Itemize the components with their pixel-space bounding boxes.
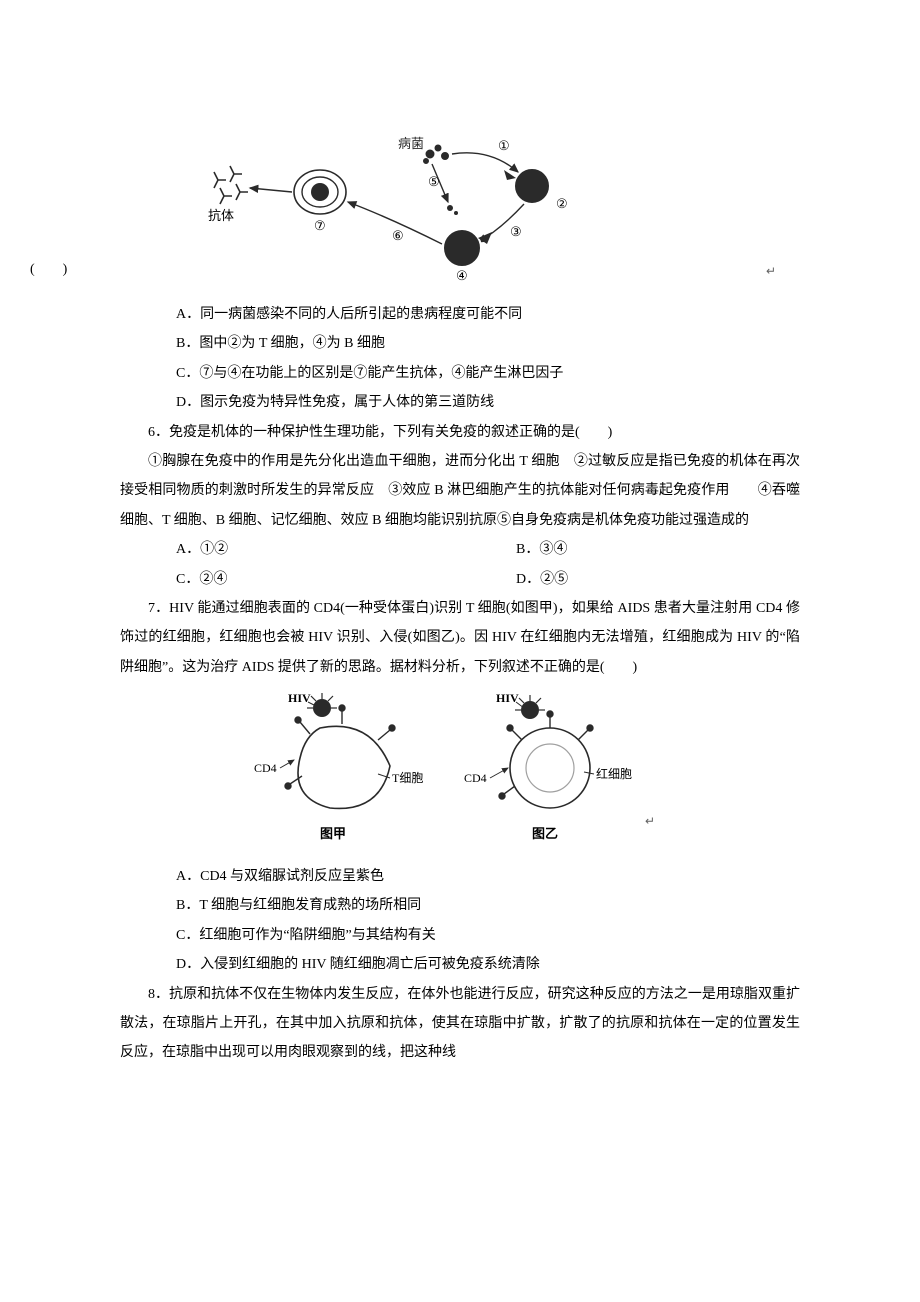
q8-stem: 8．抗原和抗体不仅在生物体内发生反应，在体外也能进行反应，研究这种反应的方法之一… — [120, 980, 800, 1068]
q5-figure-wrap: 病菌 ① ② ③ ⑤ — [120, 130, 800, 290]
document-page: 病菌 ① ② ③ ⑤ — [0, 0, 920, 1128]
q6-body: ①胸腺在免疫中的作用是先分化出造血干细胞，进而分化出 T 细胞 ②过敏反应是指已… — [120, 447, 800, 535]
label-6: ⑥ — [392, 228, 404, 243]
q7-figure: HIV CD4 T细胞 图甲 — [250, 688, 650, 848]
q5-figure: 病菌 ① ② ③ ⑤ — [180, 130, 610, 285]
label-4: ④ — [456, 268, 468, 283]
q7-figure-wrap: HIV CD4 T细胞 图甲 — [120, 688, 800, 858]
label-2: ② — [556, 196, 568, 211]
q5-opt-a: A．同一病菌感染不同的人后所引起的患病程度可能不同 — [120, 300, 800, 329]
q7-opt-d: D．入侵到红细胞的 HIV 随红细胞凋亡后可被免疫系统清除 — [120, 950, 800, 979]
q5-opt-d: D．图示免疫为特异性免疫，属于人体的第三道防线 — [120, 388, 800, 417]
q5-opt-b: B．图中②为 T 细胞，④为 B 细胞 — [120, 329, 800, 358]
bacteria-cluster — [424, 145, 449, 164]
label-1: ① — [498, 138, 510, 153]
cell-7 — [294, 170, 346, 214]
label-cd4-2: CD4 — [464, 771, 487, 785]
label-3: ③ — [510, 224, 522, 239]
label-cd4-1: CD4 — [254, 761, 277, 775]
enter-mark-1: ↵ — [766, 259, 776, 284]
cell-2 — [504, 168, 550, 204]
fig-jia: HIV CD4 T细胞 图甲 — [254, 691, 423, 841]
label-tcell: T细胞 — [392, 771, 423, 785]
q5-opt-c: C．⑦与④在功能上的区别是⑦能产生抗体，④能产生淋巴因子 — [120, 359, 800, 388]
label-tuyi: 图乙 — [532, 826, 558, 841]
label-7: ⑦ — [314, 218, 326, 233]
enter-mark-2: ↵ — [645, 809, 655, 834]
q5-paren: ( ) — [30, 255, 67, 284]
cell-4 — [443, 229, 492, 267]
q7-opt-b: B．T 细胞与红细胞发育成熟的场所相同 — [120, 891, 800, 920]
q7-opt-a: A．CD4 与双缩脲试剂反应呈紫色 — [120, 862, 800, 891]
label-5: ⑤ — [428, 174, 440, 189]
q6-stem: 6．免疫是机体的一种保护性生理功能，下列有关免疫的叙述正确的是( ) — [120, 418, 800, 447]
label-tujia: 图甲 — [320, 826, 346, 841]
q7-opt-c: C．红细胞可作为“陷阱细胞”与其结构有关 — [120, 921, 800, 950]
antibody-cluster — [214, 166, 248, 204]
label-rbc: 红细胞 — [596, 766, 632, 781]
label-hiv-2: HIV — [496, 691, 519, 705]
q7-stem: 7．HIV 能通过细胞表面的 CD4(一种受体蛋白)识别 T 细胞(如图甲)，如… — [120, 594, 800, 682]
q6-opt-a: A．①② — [120, 535, 460, 564]
q6-opt-d: D．②⑤ — [460, 565, 800, 594]
q6-opt-c: C．②④ — [120, 565, 460, 594]
q6-opt-b: B．③④ — [460, 535, 800, 564]
label-bingjun: 病菌 — [398, 136, 424, 151]
label-hiv-1: HIV — [288, 691, 311, 705]
fig-yi: HIV CD4 红细胞 图乙 — [464, 691, 632, 841]
label-kangti: 抗体 — [208, 208, 234, 223]
